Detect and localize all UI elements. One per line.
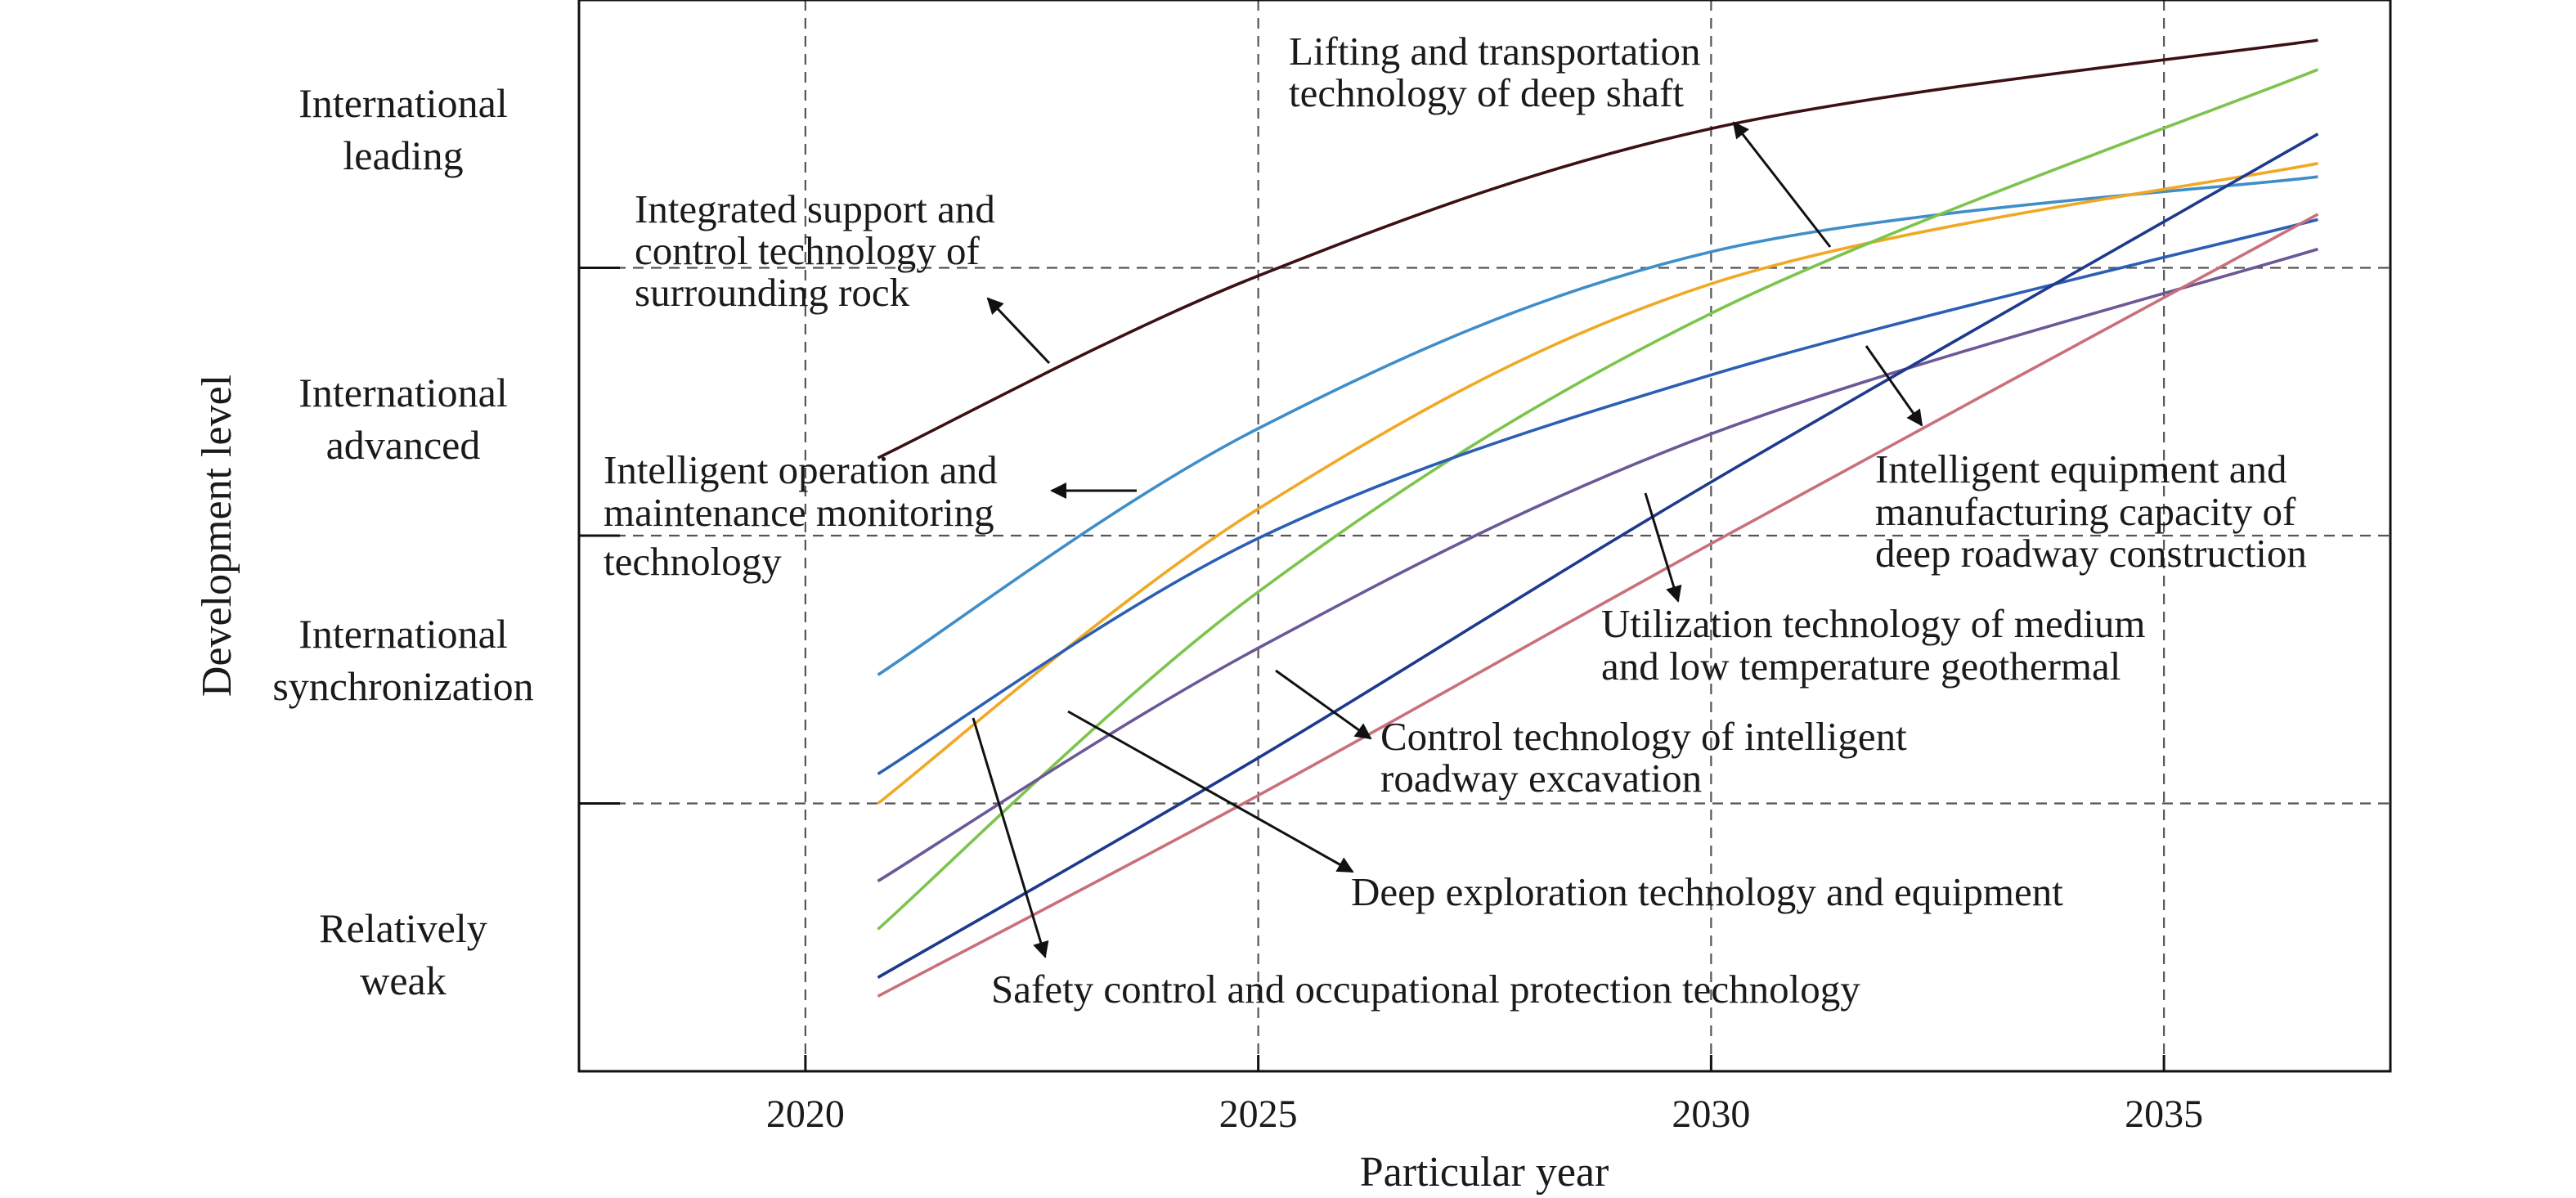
x-axis-title: Particular year	[1360, 1149, 1609, 1196]
x-tick-label-2025: 2025	[1219, 1093, 1298, 1136]
x-tick-label-2035: 2035	[2125, 1093, 2203, 1136]
annotation-3-line-1: manufacturing capacity of	[1875, 489, 2296, 534]
series-line-6	[877, 132, 2319, 979]
annotation-1-line-0: Integrated support and	[635, 186, 995, 231]
annotation-arrow-0	[1732, 121, 1832, 248]
annotation-7-line-0: Safety control and occupational protecti…	[991, 967, 1860, 1012]
annotation-arrow-5	[1275, 669, 1372, 740]
series-lines	[877, 38, 2319, 998]
annotation-2-line-0: Intelligent operation and	[604, 447, 998, 492]
annotation-1-line-2: surrounding rock	[635, 270, 910, 315]
series-line-5	[877, 247, 2318, 883]
ycat-label-1-line-1: synchronization	[272, 663, 533, 709]
ycat-label-0-line-1: weak	[360, 958, 447, 1003]
ycat-label-0-line-0: Relatively	[319, 905, 487, 951]
plot-frame	[577, 0, 2392, 1073]
annotation-arrow-4	[1644, 492, 1682, 603]
annotation-arrow-7	[972, 717, 1049, 958]
grid-lines	[579, 0, 2390, 1071]
annotation-4-line-0: Utilization technology of medium	[1601, 601, 2145, 646]
series-line-4	[877, 218, 2318, 776]
annotation-6-line-0: Deep exploration technology and equipmen…	[1351, 869, 2063, 914]
series-line-3	[877, 68, 2319, 931]
annotation-arrow-6	[1067, 710, 1354, 873]
annotation-2-line-1: maintenance monitoring	[604, 490, 994, 535]
annotation-2-line-2: technology	[604, 539, 782, 584]
annotation-5-line-0: Control technology of intelligent	[1380, 714, 1907, 759]
annotation-3-line-2: deep roadway construction	[1875, 531, 2307, 576]
annotation-4-line-1: and low temperature geothermal	[1601, 644, 2120, 689]
annotation-1-line-1: control technology of	[635, 228, 981, 273]
annotation-arrow-1	[986, 297, 1051, 365]
ycat-label-3-line-0: International	[298, 80, 507, 126]
y-axis-title: Development level	[194, 375, 240, 697]
x-tick-label-2030: 2030	[1672, 1093, 1750, 1136]
series-line-1	[877, 175, 2318, 676]
annotation-0-line-1: technology of deep shaft	[1289, 70, 1684, 115]
annotation-0-line-0: Lifting and transportation	[1289, 29, 1701, 74]
x-tick-label-2020: 2020	[766, 1093, 845, 1136]
annotation-arrow-3	[1865, 345, 1923, 427]
series-line-7	[877, 213, 2319, 998]
annotation-3-line-0: Intelligent equipment and	[1875, 446, 2287, 491]
ycat-label-3-line-1: leading	[343, 132, 463, 178]
axis-ticks: 2020 2025 2030 2035	[579, 267, 2203, 1136]
ycat-label-2-line-0: International	[298, 370, 507, 415]
ycat-label-2-line-1: advanced	[326, 422, 481, 468]
annotation-5-line-1: roadway excavation	[1380, 756, 1702, 801]
ycat-label-1-line-0: International	[298, 611, 507, 657]
series-line-2	[877, 162, 2318, 805]
annotation-arrows	[972, 121, 1923, 958]
series-line-0	[877, 38, 2318, 460]
